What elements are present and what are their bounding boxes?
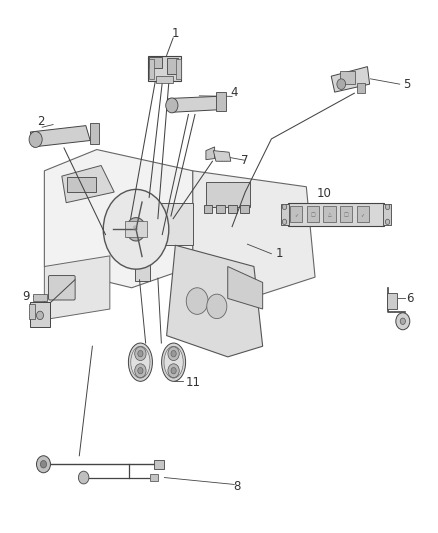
- Circle shape: [103, 189, 169, 269]
- Circle shape: [127, 217, 146, 241]
- Circle shape: [168, 364, 179, 377]
- FancyBboxPatch shape: [206, 182, 250, 207]
- FancyBboxPatch shape: [33, 294, 47, 301]
- FancyBboxPatch shape: [340, 206, 352, 222]
- Circle shape: [337, 79, 346, 90]
- Text: □: □: [344, 212, 348, 217]
- Ellipse shape: [162, 343, 186, 381]
- Polygon shape: [30, 126, 90, 147]
- Circle shape: [283, 219, 287, 224]
- Circle shape: [283, 204, 287, 209]
- FancyBboxPatch shape: [282, 204, 289, 225]
- FancyBboxPatch shape: [67, 176, 95, 191]
- Polygon shape: [44, 256, 110, 320]
- Text: 5: 5: [403, 78, 410, 91]
- Circle shape: [396, 313, 410, 330]
- FancyBboxPatch shape: [357, 83, 365, 93]
- Polygon shape: [193, 171, 315, 298]
- Circle shape: [186, 288, 208, 314]
- Text: 6: 6: [406, 292, 414, 305]
- FancyBboxPatch shape: [290, 206, 302, 222]
- Polygon shape: [206, 147, 215, 160]
- Ellipse shape: [164, 346, 183, 378]
- Polygon shape: [288, 203, 384, 226]
- Polygon shape: [125, 221, 147, 237]
- Text: 10: 10: [316, 187, 331, 200]
- Polygon shape: [331, 67, 370, 92]
- FancyBboxPatch shape: [154, 460, 163, 469]
- FancyBboxPatch shape: [30, 302, 49, 327]
- Circle shape: [171, 351, 176, 357]
- FancyBboxPatch shape: [228, 205, 237, 213]
- Text: ✓: ✓: [294, 212, 298, 217]
- Text: 2: 2: [37, 116, 45, 128]
- FancyBboxPatch shape: [307, 206, 319, 222]
- Text: 1: 1: [172, 27, 179, 40]
- Circle shape: [400, 318, 406, 325]
- FancyBboxPatch shape: [240, 205, 249, 213]
- FancyBboxPatch shape: [387, 293, 397, 309]
- Text: 4: 4: [230, 86, 238, 99]
- Polygon shape: [44, 150, 193, 288]
- Text: □: □: [311, 212, 315, 217]
- Polygon shape: [228, 266, 263, 309]
- Text: ✓: ✓: [360, 212, 365, 217]
- Text: ©: ©: [132, 227, 140, 232]
- Polygon shape: [166, 245, 263, 357]
- FancyBboxPatch shape: [383, 204, 391, 225]
- Circle shape: [135, 347, 146, 361]
- FancyBboxPatch shape: [150, 474, 158, 481]
- Circle shape: [135, 364, 146, 377]
- Circle shape: [166, 98, 178, 113]
- FancyBboxPatch shape: [155, 76, 173, 83]
- Text: 8: 8: [233, 480, 240, 492]
- Text: △: △: [328, 212, 331, 217]
- Circle shape: [168, 347, 179, 361]
- Circle shape: [138, 351, 143, 357]
- Ellipse shape: [128, 343, 152, 381]
- Circle shape: [40, 461, 46, 468]
- FancyBboxPatch shape: [149, 59, 154, 79]
- FancyBboxPatch shape: [148, 56, 181, 82]
- Polygon shape: [213, 151, 231, 161]
- FancyBboxPatch shape: [90, 123, 99, 144]
- Circle shape: [138, 368, 143, 374]
- Text: 1: 1: [276, 247, 283, 260]
- FancyBboxPatch shape: [167, 58, 178, 74]
- Circle shape: [36, 456, 50, 473]
- Polygon shape: [62, 165, 114, 203]
- Text: 11: 11: [185, 376, 200, 389]
- FancyBboxPatch shape: [149, 57, 162, 68]
- Polygon shape: [132, 203, 193, 245]
- Circle shape: [385, 204, 390, 209]
- FancyBboxPatch shape: [357, 206, 369, 222]
- Circle shape: [171, 368, 176, 374]
- FancyBboxPatch shape: [135, 252, 150, 281]
- Circle shape: [385, 219, 390, 224]
- FancyBboxPatch shape: [216, 92, 226, 111]
- Circle shape: [207, 294, 227, 319]
- Polygon shape: [169, 96, 220, 112]
- Text: 9: 9: [22, 290, 30, 303]
- FancyBboxPatch shape: [29, 304, 35, 319]
- Ellipse shape: [131, 346, 150, 378]
- FancyBboxPatch shape: [340, 70, 356, 84]
- Circle shape: [29, 132, 42, 148]
- FancyBboxPatch shape: [216, 205, 225, 213]
- FancyBboxPatch shape: [49, 276, 75, 300]
- FancyBboxPatch shape: [323, 206, 336, 222]
- Text: 7: 7: [241, 154, 249, 167]
- Circle shape: [78, 471, 89, 484]
- FancyBboxPatch shape: [204, 205, 212, 213]
- Circle shape: [36, 311, 43, 320]
- FancyBboxPatch shape: [176, 59, 180, 79]
